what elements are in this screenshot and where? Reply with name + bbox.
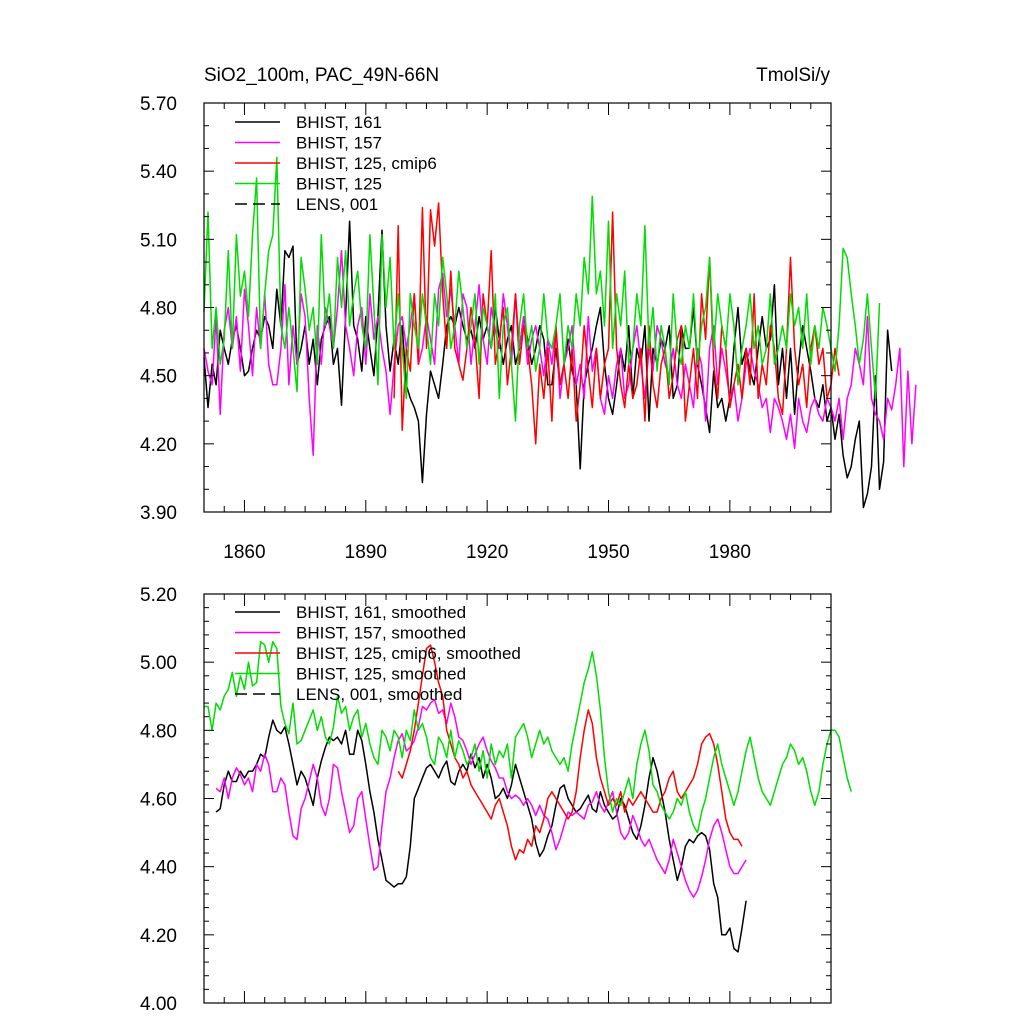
series-line-bhist-161-smoothed — [215, 719, 747, 953]
x-tick-label: 1920 — [466, 542, 508, 563]
y-tick-label: 5.70 — [140, 94, 177, 115]
legend-label: BHIST, 125, cmip6 — [296, 154, 437, 173]
bottom-chart: 5.20 5.00 4.80 4.60 4.40 4.20 4.00 BHIST, 161,… — [140, 585, 852, 1015]
y-tick-label: 4.80 — [140, 721, 177, 742]
legend-label: BHIST, 125, cmip6, smoothed — [296, 644, 521, 663]
y-tick-label: 5.10 — [140, 230, 177, 251]
top-axes-layer: 5.70 5.40 5.10 4.80 4.50 4.20 3.90 1860 1890 1920… — [140, 94, 832, 563]
bottom-legend-layer: BHIST, 161, smoothed BHIST, 157, smoothed… — [235, 603, 521, 704]
bottom-series-layer — [204, 640, 852, 953]
y-tick-label: 3.90 — [140, 503, 177, 524]
y-tick-label: 5.00 — [140, 653, 177, 674]
legend-label: BHIST, 125, smoothed — [296, 665, 466, 684]
x-tick-label: 1950 — [587, 542, 629, 563]
bottom-axes-layer: 5.20 5.00 4.80 4.60 4.40 4.20 4.00 — [140, 585, 832, 1015]
y-tick-label: 4.80 — [140, 299, 177, 320]
y-tick-label: 5.40 — [140, 162, 177, 183]
legend-label: LENS, 001 — [296, 195, 378, 214]
top-title-right: TmolSi/y — [756, 65, 830, 86]
top-chart: SiO2_100m, PAC_49N-66N TmolSi/y 5.70 5.40… — [140, 65, 917, 563]
series-line-bhist-125 — [203, 156, 881, 422]
y-tick-label: 4.60 — [140, 790, 177, 811]
y-tick-label: 4.40 — [140, 858, 177, 879]
y-tick-label: 5.20 — [140, 585, 177, 606]
top-title-left: SiO2_100m, PAC_49N-66N — [204, 65, 439, 86]
y-tick-label: 4.20 — [140, 435, 177, 456]
x-tick-label: 1980 — [709, 542, 751, 563]
y-tick-label: 4.20 — [140, 926, 177, 947]
series-line-bhist-157 — [203, 249, 917, 468]
legend-label: BHIST, 157 — [296, 134, 382, 153]
x-tick-label: 1890 — [345, 542, 387, 563]
y-tick-label: 4.00 — [140, 994, 177, 1015]
series-line-bhist-157-smoothed — [215, 698, 747, 899]
series-line-bhist-125-cmip6 — [393, 202, 840, 445]
legend-label: BHIST, 161, smoothed — [296, 603, 466, 622]
top-series-layer — [203, 156, 917, 509]
legend-label: LENS, 001, smoothed — [296, 685, 462, 704]
x-tick-label: 1860 — [223, 542, 265, 563]
legend-label: BHIST, 161 — [296, 113, 382, 132]
legend-label: BHIST, 125 — [296, 175, 382, 194]
series-line-bhist-125-smoothed — [204, 640, 852, 834]
legend-label: BHIST, 157, smoothed — [296, 624, 466, 643]
y-tick-label: 4.50 — [140, 367, 177, 388]
